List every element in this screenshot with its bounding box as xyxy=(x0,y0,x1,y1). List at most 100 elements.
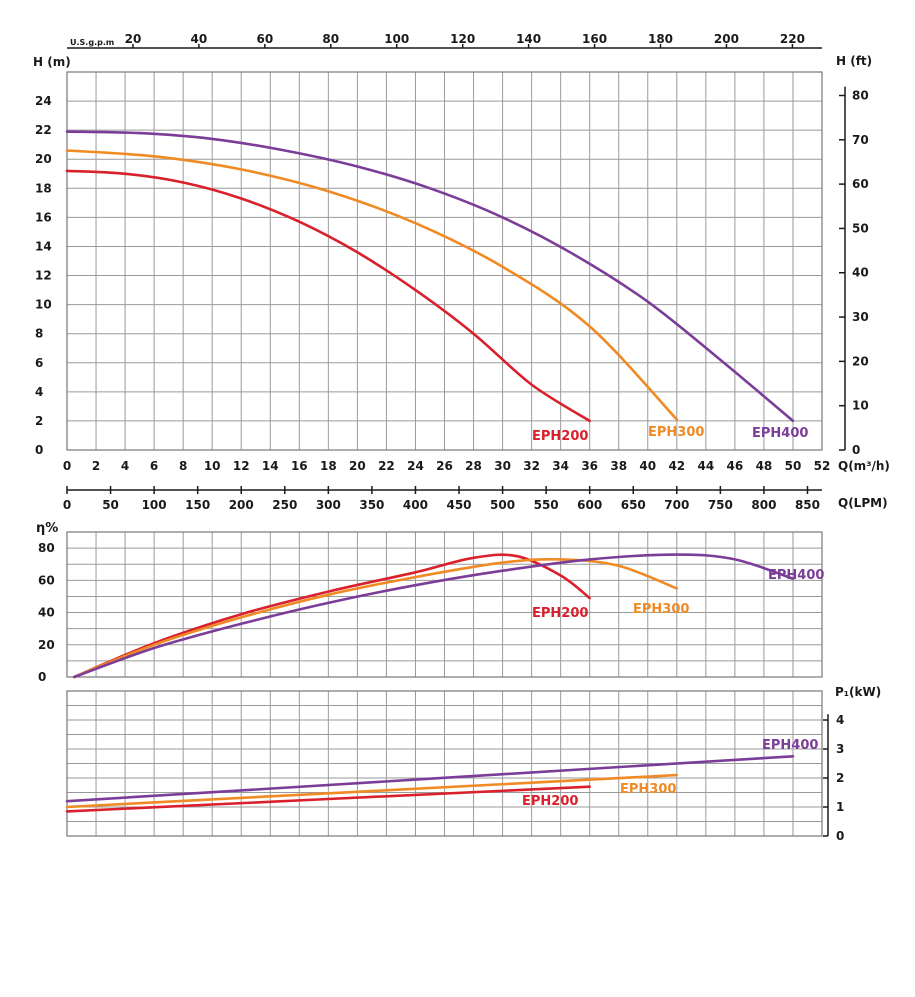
head-y2-tick-label: 70 xyxy=(852,133,869,147)
head-y2-tick-label: 30 xyxy=(852,310,869,324)
x-tick-label: 22 xyxy=(378,459,395,473)
power-y-axis-label: P₁(kW) xyxy=(835,685,881,699)
eff-y-tick-label: 40 xyxy=(38,606,55,620)
power-eph200-label: EPH200 xyxy=(522,794,578,809)
eff-eph400-label: EPH400 xyxy=(768,568,824,583)
curves-layer xyxy=(65,130,795,813)
head-y-tick-label: 4 xyxy=(35,385,43,399)
lpm-tick-label: 550 xyxy=(534,498,559,512)
x-tick-label: 48 xyxy=(756,459,773,473)
top-axis-tick-label: 200 xyxy=(714,32,739,46)
head-y2-tick-label: 50 xyxy=(852,221,869,235)
x-tick-label: 20 xyxy=(349,459,366,473)
eff-eph400-line xyxy=(73,553,795,679)
top-axis-tick-label: 100 xyxy=(384,32,409,46)
head-y-tick-label: 2 xyxy=(35,414,43,428)
head-y2-tick-label: 20 xyxy=(852,354,869,368)
eff-eph200-label: EPH200 xyxy=(532,606,588,621)
head-y2-tick-label: 0 xyxy=(852,443,860,457)
head-eph300-label: EPH300 xyxy=(648,425,704,440)
x-tick-label: 46 xyxy=(727,459,744,473)
lpm-tick-label: 650 xyxy=(621,498,646,512)
power-y-tick-label: 0 xyxy=(836,829,844,843)
lpm-tick-label: 0 xyxy=(63,498,71,512)
head-eph400-label: EPH400 xyxy=(752,426,808,441)
x-tick-label: 50 xyxy=(785,459,802,473)
head-y-tick-label: 22 xyxy=(35,123,52,137)
power-eph400-label: EPH400 xyxy=(762,738,818,753)
head-eph300-line xyxy=(65,149,679,421)
lpm-tick-label: 850 xyxy=(795,498,820,512)
top-axis-tick-label: 140 xyxy=(516,32,541,46)
lpm-tick-label: 300 xyxy=(316,498,341,512)
lpm-tick-label: 700 xyxy=(664,498,689,512)
top-axis-tick-label: 220 xyxy=(780,32,805,46)
head-y-tick-label: 18 xyxy=(35,181,52,195)
head-y-tick-label: 8 xyxy=(35,327,43,341)
lpm-tick-label: 50 xyxy=(102,498,119,512)
x-tick-label: 26 xyxy=(436,459,453,473)
lpm-tick-label: 250 xyxy=(272,498,297,512)
lpm-tick-label: 450 xyxy=(446,498,471,512)
top-axis-tick-label: 20 xyxy=(125,32,142,46)
head-y-tick-label: 24 xyxy=(35,94,52,108)
head-y-tick-label: 14 xyxy=(35,239,52,253)
x-tick-label: 2 xyxy=(92,459,100,473)
lpm-tick-label: 200 xyxy=(229,498,254,512)
head-y2-tick-label: 80 xyxy=(852,88,869,102)
x-tick-label: 24 xyxy=(407,459,424,473)
x-tick-label: 36 xyxy=(581,459,598,473)
top-axis-tick-label: 180 xyxy=(648,32,673,46)
head-y-tick-label: 20 xyxy=(35,152,52,166)
power-y-tick-label: 3 xyxy=(836,742,844,756)
lpm-tick-label: 500 xyxy=(490,498,515,512)
head-y2-tick-label: 60 xyxy=(852,177,869,191)
x-tick-label: 30 xyxy=(494,459,511,473)
head-y2-tick-label: 10 xyxy=(852,399,869,413)
x-tick-label: 42 xyxy=(668,459,685,473)
x-tick-label: 18 xyxy=(320,459,337,473)
eff-eph200-line xyxy=(73,553,591,679)
x-tick-label: 10 xyxy=(204,459,221,473)
lpm-tick-label: 150 xyxy=(185,498,210,512)
x-tick-label: 28 xyxy=(465,459,482,473)
head-y-tick-label: 0 xyxy=(35,443,43,457)
power-y-tick-label: 1 xyxy=(836,800,844,814)
x-tick-label: 16 xyxy=(291,459,308,473)
power-eph300-label: EPH300 xyxy=(620,782,676,797)
x-tick-label: 40 xyxy=(639,459,656,473)
x-tick-label: 44 xyxy=(697,459,714,473)
lpm-axis-label: Q(LPM) xyxy=(838,496,888,510)
head-y2-axis-label: H (ft) xyxy=(836,54,872,68)
head-frame xyxy=(66,71,823,451)
eff-y-tick-label: 0 xyxy=(38,670,46,684)
eff-frame xyxy=(66,531,823,678)
x-tick-label: 0 xyxy=(63,459,71,473)
head-y-tick-label: 12 xyxy=(35,269,52,283)
top-axis-tick-label: 120 xyxy=(450,32,475,46)
head-y-tick-label: 16 xyxy=(35,210,52,224)
x-tick-label: 14 xyxy=(262,459,279,473)
x-tick-label: 12 xyxy=(233,459,250,473)
lpm-tick-label: 400 xyxy=(403,498,428,512)
lpm-tick-label: 100 xyxy=(142,498,167,512)
power-frame xyxy=(66,690,823,837)
lpm-tick-label: 750 xyxy=(708,498,733,512)
x-axis-label: Q(m³/h) xyxy=(838,459,890,473)
eff-y-axis-label: η% xyxy=(36,521,58,536)
eff-y-tick-label: 20 xyxy=(38,638,55,652)
head-y2-tick-label: 40 xyxy=(852,266,869,280)
x-tick-label: 8 xyxy=(179,459,187,473)
eff-y-tick-label: 60 xyxy=(38,573,55,587)
eff-y-tick-label: 80 xyxy=(38,541,55,555)
head-y-tick-label: 10 xyxy=(35,298,52,312)
head-eph200-label: EPH200 xyxy=(532,429,588,444)
x-tick-label: 4 xyxy=(121,459,129,473)
lpm-tick-label: 600 xyxy=(577,498,602,512)
x-tick-label: 52 xyxy=(814,459,831,473)
x-tick-label: 32 xyxy=(523,459,540,473)
head-y-tick-label: 6 xyxy=(35,356,43,370)
power-eph300-line xyxy=(65,773,679,809)
